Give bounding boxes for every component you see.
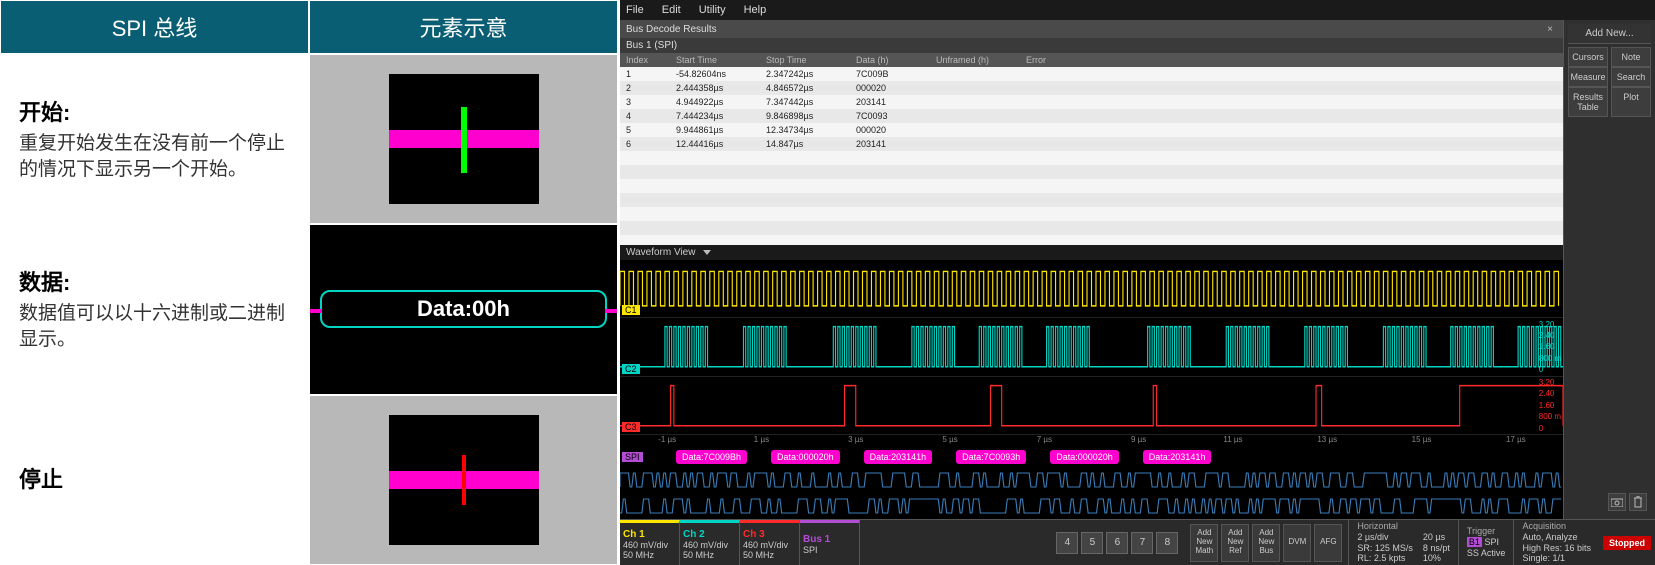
menu-utility[interactable]: Utility	[699, 4, 726, 16]
table-row[interactable]: 1-54.82604ns2.347242µs7C009B	[620, 67, 1563, 81]
ref-row-stop-diagram	[309, 395, 618, 565]
ref-title: 开始:	[19, 95, 290, 127]
menu-edit[interactable]: Edit	[662, 4, 681, 16]
ref-row-data-diagram: Data:00h	[309, 224, 618, 394]
channel-num-button[interactable]: 4	[1056, 532, 1078, 554]
table-row[interactable]: 34.944922µs7.347442µs203141	[620, 95, 1563, 109]
digital-channel[interactable]	[620, 493, 1563, 519]
bottom-toolbar: Ch 1460 mV/div50 MHzCh 2460 mV/div50 MHz…	[620, 519, 1655, 565]
col-stop[interactable]: Stop Time	[760, 53, 850, 67]
bus-packet[interactable]: Data:203141h	[864, 450, 933, 464]
side-button[interactable]: Note	[1611, 47, 1651, 67]
bus-packet[interactable]: Data:7C0093h	[956, 450, 1026, 464]
decode-bus-label[interactable]: Bus 1 (SPI)	[620, 38, 1563, 53]
waveform-channel[interactable]: C1	[620, 260, 1563, 318]
side-button[interactable]: Results Table	[1568, 87, 1608, 117]
waveform-pane-title: Waveform View	[620, 245, 1563, 260]
ref-body: 重复开始发生在没有前一个停止的情况下显示另一个开始。	[19, 131, 290, 184]
ref-row-stop-text: 停止	[0, 395, 309, 565]
col-start[interactable]: Start Time	[670, 53, 760, 67]
col-index[interactable]: Index	[620, 53, 670, 67]
table-row[interactable]: 47.444234µs9.846898µs7C0093	[620, 109, 1563, 123]
channel-num-button[interactable]: 8	[1156, 532, 1178, 554]
menu-help[interactable]: Help	[744, 4, 767, 16]
menu-file[interactable]: File	[626, 4, 644, 16]
bus-packet[interactable]: Data:7C009Bh	[676, 450, 747, 464]
decode-title-text: Bus Decode Results	[626, 24, 717, 35]
menubar: File Edit Utility Help	[620, 0, 1655, 20]
ref-header-diagram: 元素示意	[309, 0, 618, 54]
table-row[interactable]: 22.444358µs4.846572µs000020	[620, 81, 1563, 95]
channel-button[interactable]: Ch 1460 mV/div50 MHz	[620, 520, 680, 565]
channel-num-button[interactable]: 7	[1131, 532, 1153, 554]
ref-row-start-diagram	[309, 54, 618, 224]
decode-pane-title: Bus Decode Results ×	[620, 20, 1563, 38]
waveform-channel[interactable]: C33.202.401.60800 m0	[620, 377, 1563, 435]
col-unframed[interactable]: Unframed (h)	[930, 53, 1020, 67]
ref-title: 数据:	[19, 265, 290, 297]
add-button[interactable]: AddNewMath	[1190, 524, 1218, 562]
side-button[interactable]: Plot	[1611, 87, 1651, 117]
horizontal-info[interactable]: Horizontal2 µs/divSR: 125 MS/sRL: 2.5 kp…	[1348, 520, 1458, 565]
decode-table-header: Index Start Time Stop Time Data (h) Unfr…	[620, 53, 1563, 67]
channel-button[interactable]: Ch 3460 mV/div50 MHz	[740, 520, 800, 565]
decode-table-body[interactable]: 1-54.82604ns2.347242µs7C009B22.444358µs4…	[620, 67, 1563, 245]
side-button[interactable]: Search	[1611, 67, 1651, 87]
chevron-down-icon[interactable]	[703, 250, 711, 255]
side-button[interactable]: Cursors	[1568, 47, 1608, 67]
bus-decode-row[interactable]: SPIData:7C009BhData:000020hData:203141hD…	[620, 447, 1563, 467]
trigger-info[interactable]: TriggerB1 SPISS Active	[1458, 520, 1514, 565]
time-axis: -1 µs1 µs3 µs5 µs7 µs9 µs11 µs13 µs15 µs…	[620, 435, 1563, 447]
channel-num-button[interactable]: 5	[1081, 532, 1103, 554]
channel-button[interactable]: Ch 2460 mV/div50 MHz	[680, 520, 740, 565]
add-group: AddNewMathAddNewRefAddNewBusDVMAFG	[1184, 520, 1348, 565]
add-button[interactable]: AddNewRef	[1221, 524, 1249, 562]
col-error[interactable]: Error	[1020, 53, 1563, 67]
ref-body: 数据值可以以十六进制或二进制显示。	[19, 301, 290, 354]
table-row[interactable]: 59.944861µs12.34734µs000020	[620, 123, 1563, 137]
bus-packet[interactable]: Data:000020h	[1050, 450, 1119, 464]
ref-row-data-text: 数据: 数据值可以以十六进制或二进制显示。	[0, 224, 309, 394]
add-button[interactable]: AddNewBus	[1252, 524, 1280, 562]
channel-number-group: 45678	[1050, 520, 1184, 565]
oscilloscope-app: File Edit Utility Help Bus Decode Result…	[620, 0, 1655, 565]
channel-button[interactable]: Bus 1SPI	[800, 520, 860, 565]
table-row[interactable]: 612.44416µs14.847µs203141	[620, 137, 1563, 151]
bus-packet[interactable]: Data:000020h	[771, 450, 840, 464]
data-bubble: Data:00h	[320, 290, 607, 328]
col-data[interactable]: Data (h)	[850, 53, 930, 67]
side-button[interactable]: Measure	[1568, 67, 1608, 87]
run-state-badge[interactable]: Stopped	[1603, 536, 1651, 550]
add-button[interactable]: DVM	[1283, 524, 1311, 562]
acquisition-info[interactable]: AcquisitionAuto, AnalyzeHigh Res: 16 bit…	[1513, 520, 1599, 565]
waveform-channel[interactable]: C23.202.401.60800 m0	[620, 318, 1563, 376]
digital-channel[interactable]	[620, 467, 1563, 493]
add-new-label[interactable]: Add New...	[1568, 24, 1651, 44]
reference-table: SPI 总线 开始: 重复开始发生在没有前一个停止的情况下显示另一个开始。 数据…	[0, 0, 620, 565]
add-button[interactable]: AFG	[1314, 524, 1342, 562]
ref-header-bus: SPI 总线	[0, 0, 309, 54]
ref-title: 停止	[19, 462, 290, 494]
trash-icon[interactable]	[1629, 493, 1647, 511]
waveform-title-text: Waveform View	[626, 247, 695, 258]
waveform-area[interactable]: C1C23.202.401.60800 m0C33.202.401.60800 …	[620, 260, 1563, 519]
close-icon[interactable]: ×	[1543, 22, 1557, 36]
bus-packet[interactable]: Data:203141h	[1143, 450, 1212, 464]
camera-icon[interactable]	[1608, 493, 1626, 511]
ref-row-start-text: 开始: 重复开始发生在没有前一个停止的情况下显示另一个开始。	[0, 54, 309, 224]
side-panel: Add New... CursorsNoteMeasureSearchResul…	[1563, 20, 1655, 519]
channel-num-button[interactable]: 6	[1106, 532, 1128, 554]
